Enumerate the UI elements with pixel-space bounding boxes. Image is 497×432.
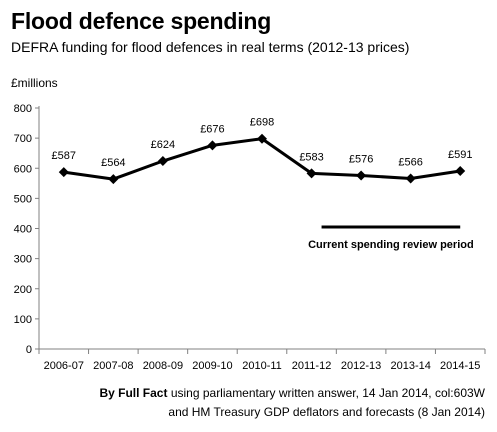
source-note: By Full Fact using parliamentary written…: [99, 384, 485, 422]
y-tick-label: 600: [14, 163, 32, 175]
data-point: [405, 173, 416, 184]
y-axis-label: £millions: [11, 76, 58, 90]
y-tick-label: 0: [26, 344, 32, 356]
data-label: £698: [250, 117, 274, 129]
x-tick-label: 2009-10: [192, 360, 232, 372]
data-label: £676: [200, 123, 224, 135]
data-label: £564: [101, 157, 125, 169]
x-tick-label: 2007-08: [93, 360, 133, 372]
y-tick-label: 100: [14, 314, 32, 326]
source-by-label: By Full Fact: [99, 386, 168, 400]
y-tick-label: 200: [14, 284, 32, 296]
y-tick-label: 500: [14, 193, 32, 205]
data-point: [257, 133, 267, 144]
x-tick-label: 2006-07: [44, 360, 84, 372]
data-point: [108, 174, 119, 185]
chart-title: Flood defence spending: [11, 8, 272, 34]
data-label: £587: [52, 150, 76, 162]
source-line2: and HM Treasury GDP deflators and foreca…: [168, 405, 485, 419]
data-point: [58, 167, 69, 178]
data-label: £591: [448, 149, 472, 161]
x-tick-label: 2014-15: [440, 360, 480, 372]
spending-review-label: Current spending review period: [308, 239, 474, 251]
x-tick-label: 2011-12: [292, 360, 332, 372]
data-point: [306, 168, 317, 179]
x-tick-label: 2013-14: [390, 360, 430, 372]
data-label: £576: [349, 153, 373, 165]
x-tick-label: 2012-13: [341, 360, 381, 372]
data-label: £566: [398, 156, 422, 168]
y-tick-label: 300: [14, 254, 32, 266]
y-tick-label: 800: [14, 103, 32, 115]
y-tick-label: 700: [14, 133, 32, 145]
chart-subtitle: DEFRA funding for flood defences in real…: [11, 39, 410, 55]
data-label: £624: [151, 139, 175, 151]
x-tick-label: 2008-09: [143, 360, 183, 372]
data-point: [207, 140, 218, 151]
data-point: [157, 156, 168, 167]
data-point: [356, 170, 367, 181]
x-tick-label: 2010-11: [242, 360, 282, 372]
source-line1: using parliamentary written answer, 14 J…: [167, 386, 485, 400]
data-label: £583: [299, 151, 323, 163]
y-tick-label: 400: [14, 224, 32, 236]
data-point: [455, 165, 466, 176]
